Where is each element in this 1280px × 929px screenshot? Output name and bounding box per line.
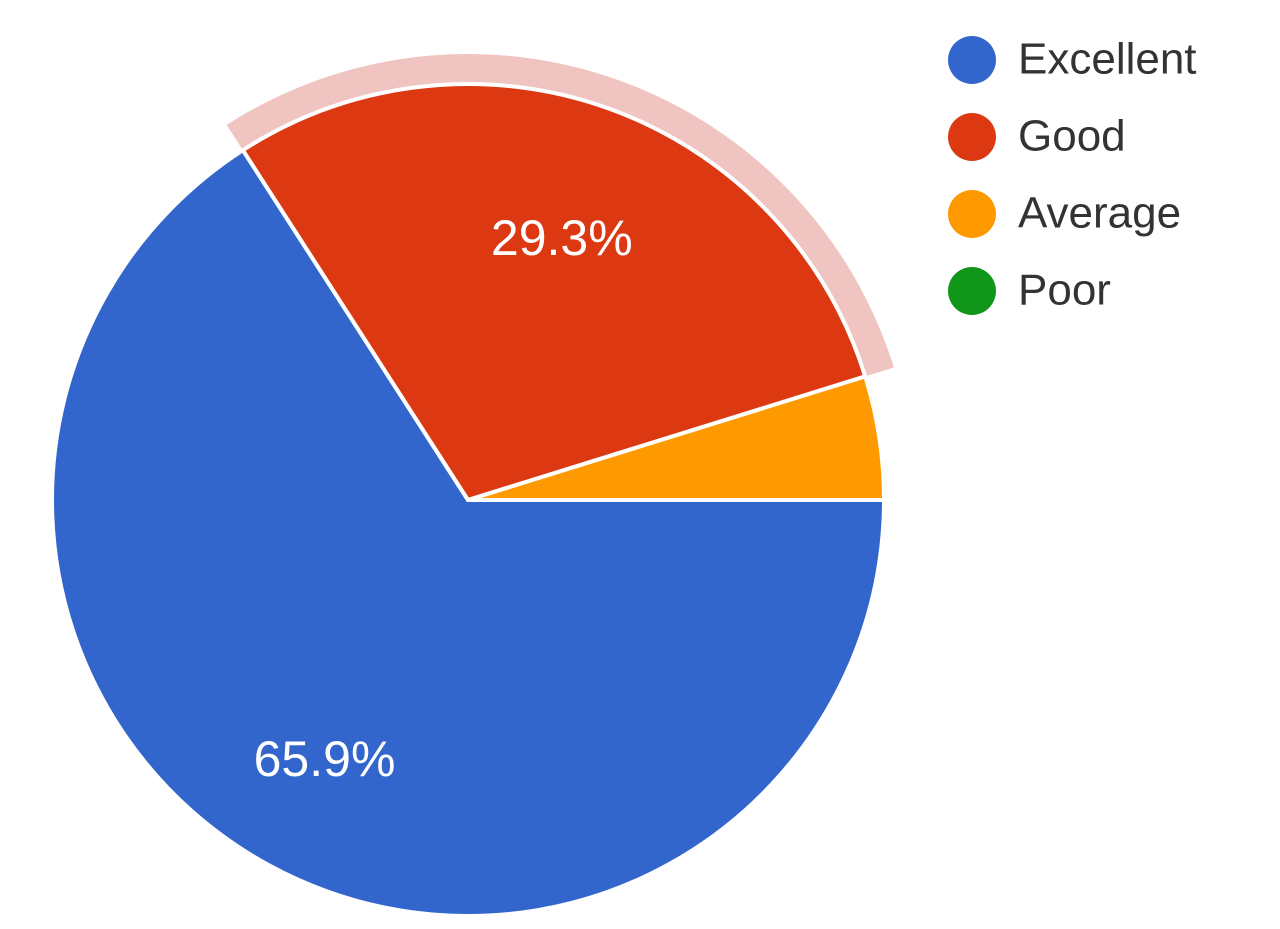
legend-label-good[interactable]: Good — [1018, 112, 1126, 161]
data-label-excellent: 65.9% — [254, 731, 396, 787]
legend-label-average[interactable]: Average — [1018, 189, 1181, 238]
pie-slice-good[interactable] — [240, 82, 868, 502]
pie-labels-group: 65.9% 29.3% — [254, 210, 633, 787]
legend-marker-excellent — [948, 36, 996, 84]
legend-label-poor[interactable]: Poor — [1018, 266, 1111, 315]
legend: Excellent Good Average Poor — [948, 35, 1197, 315]
data-label-good: 29.3% — [491, 210, 633, 266]
legend-marker-poor — [948, 267, 996, 315]
pie-slice-excellent[interactable] — [50, 148, 886, 918]
legend-label-excellent[interactable]: Excellent — [1018, 35, 1197, 84]
legend-marker-good — [948, 113, 996, 161]
legend-marker-average — [948, 190, 996, 238]
pie-slice-average[interactable] — [466, 374, 886, 502]
pie-slices-group — [50, 53, 894, 918]
